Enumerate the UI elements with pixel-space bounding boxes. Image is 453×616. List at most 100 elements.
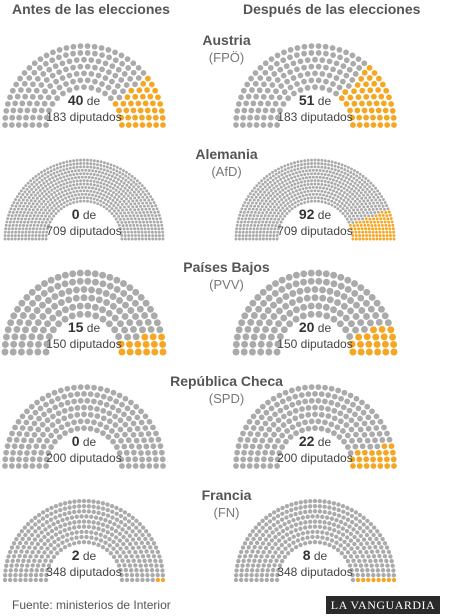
seat-dot — [22, 211, 26, 214]
seat-dot — [274, 169, 277, 173]
seat-dot — [323, 162, 327, 166]
seat-dot — [126, 340, 133, 348]
seat-dot — [29, 193, 33, 197]
seat-dot — [303, 190, 307, 194]
seat-dot — [159, 220, 163, 224]
seat-dot — [121, 541, 126, 547]
seat-dot — [109, 201, 113, 205]
seat-dot — [382, 217, 386, 221]
seat-dot — [380, 195, 384, 198]
seat-dot — [161, 234, 165, 237]
seat-dot — [154, 204, 158, 208]
seat-dot — [151, 237, 155, 241]
seat-dot — [277, 182, 281, 186]
seat-dot — [126, 227, 130, 231]
seat-dot — [130, 188, 134, 192]
seat-dot — [336, 195, 340, 199]
seat-dot — [348, 426, 355, 433]
seat-dot — [82, 179, 86, 182]
seat-dot — [80, 175, 84, 179]
seat-dot — [130, 174, 134, 178]
seat-dot — [16, 318, 24, 326]
seat-dot — [101, 189, 104, 193]
seat-dot — [315, 418, 322, 425]
seat-dot — [271, 170, 274, 174]
seat-dot — [273, 205, 276, 209]
seat-dot — [139, 192, 143, 196]
seat-count-label: 20 de — [215, 320, 415, 336]
seat-dot — [370, 114, 376, 121]
seat-dot — [282, 196, 286, 199]
seat-dot — [336, 46, 343, 53]
seat-dot — [33, 307, 41, 314]
seat-dot — [48, 209, 51, 212]
seat-dot — [52, 171, 56, 175]
seat-dot — [99, 315, 107, 323]
seat-dot — [253, 224, 257, 227]
seat-dot — [102, 290, 110, 297]
seat-dot — [343, 209, 347, 213]
seat-dot — [303, 179, 307, 183]
seat-dot — [283, 164, 287, 168]
seat-dot — [151, 107, 158, 114]
seat-dot — [124, 94, 131, 100]
seat-dot — [125, 114, 132, 121]
seat-dot — [358, 533, 363, 539]
seat-dot — [305, 425, 312, 432]
seat-dot — [308, 186, 312, 190]
seat-dot — [117, 531, 123, 537]
party-name: (FPÖ) — [208, 50, 245, 65]
seat-dot — [308, 193, 312, 196]
seat-dot — [26, 536, 32, 541]
seat-dot — [42, 199, 46, 203]
seat-dot — [103, 161, 106, 165]
seat-dot — [301, 50, 307, 57]
seat-dot — [156, 210, 160, 214]
seat-dot — [122, 227, 126, 231]
seat-dot — [385, 237, 389, 241]
seat-dot — [17, 192, 21, 196]
seat-dot — [318, 175, 322, 179]
seat-dot — [320, 196, 324, 200]
seat-dot — [374, 214, 378, 218]
seat-dot — [20, 536, 25, 542]
seat-dot — [138, 220, 142, 224]
seat-dot — [295, 189, 298, 193]
seat-dot — [275, 220, 279, 224]
seat-dot — [264, 529, 269, 534]
seat-dot — [278, 214, 282, 218]
seat-dot — [122, 181, 126, 185]
country-name: Alemania — [195, 146, 258, 162]
seat-dot — [305, 176, 308, 180]
seat-dot — [67, 413, 74, 420]
seat-dot — [354, 107, 361, 114]
seat-dot — [285, 212, 289, 215]
seat-dot — [23, 220, 26, 224]
seat-dot — [17, 540, 23, 546]
party-name: (PVV) — [209, 277, 244, 292]
seat-dot — [121, 224, 125, 228]
seat-dot — [86, 540, 92, 545]
seat-dot — [82, 196, 86, 200]
seat-dot — [294, 52, 300, 59]
seat-dot — [107, 192, 111, 196]
seat-dot — [109, 166, 112, 170]
seat-dot — [296, 174, 300, 178]
seat-dot — [344, 196, 348, 199]
seat-dot — [312, 84, 318, 90]
seat-dot — [125, 122, 132, 128]
seat-dot — [373, 204, 377, 208]
seat-dot — [52, 168, 56, 171]
seat-dot — [367, 208, 371, 211]
seat-dot — [330, 52, 336, 59]
seat-dot — [102, 201, 106, 205]
seat-dot — [152, 207, 155, 211]
seat-dot — [274, 208, 278, 212]
seat-dot — [343, 422, 350, 428]
seat-dot — [370, 204, 373, 208]
seat-dot — [55, 320, 63, 328]
seat-dot — [40, 202, 44, 206]
seat-dot — [117, 538, 123, 543]
seat-dot — [77, 175, 81, 179]
seat-dot — [358, 180, 362, 184]
